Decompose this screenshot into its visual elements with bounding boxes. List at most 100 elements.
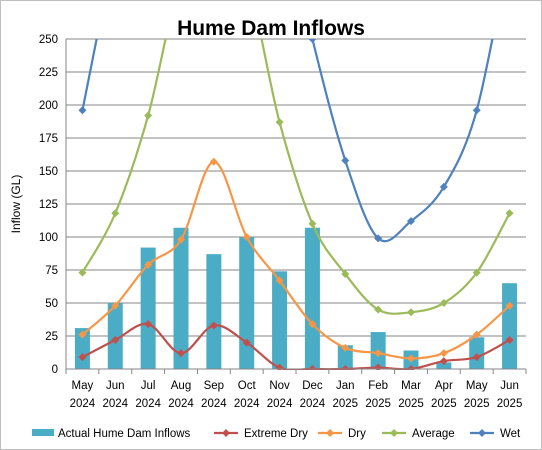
y-tick-label: 100 — [39, 232, 58, 244]
dry-marker — [505, 301, 514, 310]
x-tick-label: 2024 — [168, 398, 194, 410]
wet-marker — [374, 234, 383, 243]
bar — [239, 237, 255, 369]
wet-marker — [439, 182, 448, 191]
dry-marker — [407, 354, 415, 363]
x-tick-label: Jan — [336, 380, 355, 392]
dry-marker — [275, 276, 284, 285]
legend-swatch-bar — [32, 429, 54, 436]
extreme-dry-marker — [505, 335, 514, 344]
average-marker — [374, 305, 383, 314]
dry-marker — [308, 320, 317, 329]
x-tick-label: Jul — [141, 380, 156, 392]
extreme-dry-marker — [78, 353, 87, 362]
bar — [502, 283, 518, 369]
x-tick-label: Feb — [368, 380, 388, 392]
bar — [272, 271, 288, 369]
bar — [173, 227, 189, 369]
x-tick-label: Nov — [269, 380, 290, 392]
x-tick-label: Dec — [302, 380, 323, 392]
y-tick-label: 150 — [39, 166, 58, 178]
y-tick-labels: 0 25 50 75 100 125 150 175 200 225 250 — [39, 34, 58, 376]
bar — [337, 345, 353, 369]
legend-label: Extreme Dry — [244, 428, 308, 440]
dry-marker — [78, 330, 87, 339]
x-tick-label: Apr — [435, 380, 453, 392]
x-tick-labels: May 2024 Jun 2024 Jul 2024 Aug 2024 Sep 2024 Oct 20… — [70, 380, 523, 410]
average-marker — [439, 299, 448, 307]
dry-marker — [472, 330, 481, 339]
dry-marker — [439, 349, 448, 358]
extreme-dry-marker — [242, 338, 251, 347]
legend-swatch-marker — [326, 429, 334, 437]
legend-label: Wet — [500, 428, 521, 440]
extreme-dry-marker — [275, 363, 284, 370]
average-marker — [111, 209, 120, 218]
x-tick-label: 2024 — [102, 398, 128, 410]
extreme-dry-marker — [439, 357, 448, 366]
average-marker — [505, 209, 514, 218]
y-tick-label: 75 — [45, 265, 58, 277]
dry-marker — [209, 157, 218, 166]
average-marker — [308, 219, 317, 228]
extreme-dry-marker — [209, 321, 218, 330]
extreme-dry-marker — [144, 320, 153, 329]
x-tick-label: 2025 — [332, 398, 358, 410]
bar — [206, 254, 222, 369]
x-tick-label: Jun — [500, 380, 519, 392]
average-marker — [472, 268, 481, 277]
y-tick-label: 175 — [39, 133, 58, 145]
legend-label: Average — [412, 428, 455, 440]
dry-marker — [111, 301, 120, 310]
dry-marker — [242, 233, 251, 241]
average-marker — [144, 111, 153, 120]
legend-label: Dry — [348, 428, 366, 440]
x-tick-label: 2025 — [431, 398, 457, 410]
x-tick-label: Mar — [401, 380, 421, 392]
chart-title: Hume Dam Inflows — [177, 17, 365, 40]
x-tick-label: 2024 — [267, 398, 293, 410]
x-tick-label: Oct — [238, 380, 257, 392]
x-tick-label: 2024 — [234, 398, 260, 410]
y-tick-label: 225 — [39, 67, 58, 79]
bar — [436, 362, 452, 369]
average-marker — [78, 268, 87, 277]
extreme-dry-marker — [472, 353, 481, 362]
axes — [65, 39, 527, 374]
legend-swatch-marker — [222, 429, 230, 437]
y-tick-label: 50 — [45, 298, 58, 310]
x-tick-label: 2025 — [398, 398, 424, 410]
legend-swatch-marker — [390, 429, 398, 437]
extreme-dry-marker — [111, 335, 120, 344]
y-tick-label: 25 — [45, 331, 58, 343]
legend-label: Actual Hume Dam Inflows — [58, 428, 191, 440]
bar — [304, 227, 320, 369]
dry-marker — [341, 343, 350, 352]
x-tick-label: Aug — [171, 380, 191, 392]
x-tick-label: 2025 — [464, 398, 490, 410]
x-tick-label: Sep — [204, 380, 224, 392]
legend: Actual Hume Dam Inflows Extreme Dry Dry Ave… — [32, 428, 521, 440]
x-tick-label: May — [466, 380, 488, 392]
wet-marker — [341, 156, 350, 165]
extreme-dry-marker — [374, 363, 383, 370]
x-tick-label: 2024 — [201, 398, 227, 410]
extreme-dry-marker — [177, 349, 185, 358]
x-tick-label: 2024 — [300, 398, 326, 410]
dry-line — [81, 160, 511, 360]
bar — [74, 328, 90, 369]
dry-marker — [177, 235, 185, 244]
bar — [140, 247, 156, 369]
y-tick-label: 200 — [39, 100, 58, 112]
average-marker — [407, 308, 415, 317]
dry-marker — [144, 260, 153, 269]
y-tick-label: 125 — [39, 199, 58, 211]
y-axis-label: Inflow (GL) — [9, 175, 23, 234]
x-tick-label: Jun — [106, 380, 125, 392]
line-series — [78, 39, 514, 370]
x-tick-label: 2025 — [497, 398, 523, 410]
wet-marker — [407, 217, 415, 226]
average-marker — [275, 118, 284, 127]
y-tick-label: 0 — [52, 364, 58, 376]
